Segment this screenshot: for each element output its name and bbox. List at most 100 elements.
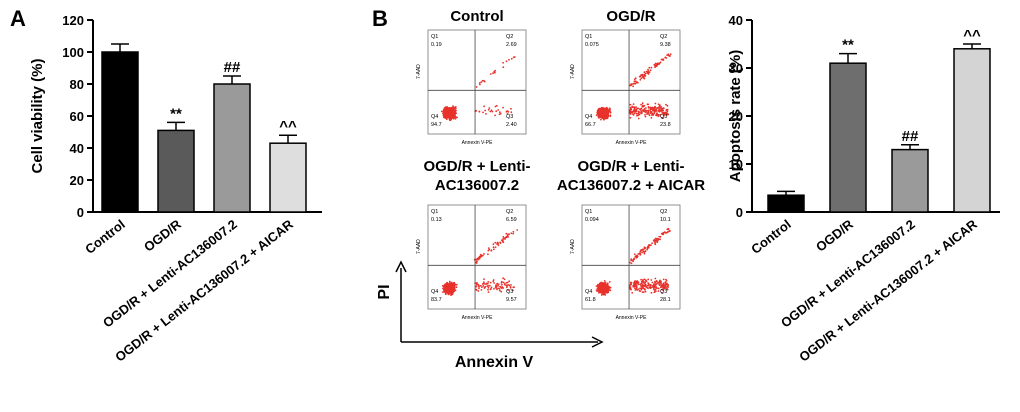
event-dot <box>448 111 451 114</box>
event-dot <box>640 77 643 79</box>
event-dot <box>629 116 632 119</box>
event-dot <box>604 110 607 113</box>
event-dot <box>477 283 480 286</box>
event-dot <box>484 285 487 288</box>
event-dot <box>454 106 457 108</box>
event-dot <box>651 281 654 284</box>
event-dot <box>630 283 633 286</box>
event-dot <box>478 257 481 260</box>
event-dot <box>654 281 656 284</box>
event-dot <box>452 285 455 288</box>
event-dot <box>666 54 668 56</box>
event-dot <box>638 75 641 78</box>
event-dot <box>486 285 489 287</box>
event-dot <box>649 69 652 72</box>
event-dot <box>630 108 633 111</box>
event-dot <box>503 278 506 281</box>
event-dot <box>475 285 478 288</box>
event-dot <box>662 109 665 112</box>
event-dot <box>600 111 602 113</box>
event-dot <box>475 288 477 291</box>
event-dot <box>479 284 482 287</box>
event-dot <box>636 114 638 117</box>
event-dot <box>444 291 447 294</box>
y-axis-label: Cell viability (%) <box>29 58 46 173</box>
event-dot <box>634 77 637 80</box>
quadrant-value: 0.075 <box>585 42 599 48</box>
event-dot <box>604 293 607 296</box>
event-dot <box>665 113 668 115</box>
event-dot <box>490 286 493 289</box>
event-dot <box>632 85 634 88</box>
event-dot <box>657 282 660 284</box>
event-dot <box>451 286 453 289</box>
event-dot <box>644 290 647 293</box>
event-dot <box>480 255 483 258</box>
event-dot <box>637 253 640 255</box>
flow-plot: OGD/R + Lenti- AC136007.2 + AICAR Q1 0.094 Q… <box>557 158 705 321</box>
event-dot <box>647 68 649 71</box>
event-dot <box>631 291 634 294</box>
event-dot <box>635 112 638 115</box>
event-dot <box>653 111 656 114</box>
event-dot <box>505 236 508 239</box>
event-dot <box>644 114 646 116</box>
event-dot <box>650 286 653 289</box>
event-dot <box>635 81 638 84</box>
event-dot <box>599 109 602 112</box>
quadrant-value: 0.19 <box>431 42 442 48</box>
flow-y-axis-label: 7-AAD <box>416 64 422 79</box>
event-dot <box>643 246 646 249</box>
event-dot <box>487 291 490 293</box>
event-dot <box>645 70 648 73</box>
event-dot <box>629 84 631 87</box>
event-dot <box>657 287 660 290</box>
event-dot <box>665 103 667 106</box>
flow-plot: Control Q1 0.19 Q2 2.69 Q3 2.40 Q4 94.7 Annexin V… <box>416 8 527 146</box>
event-dot <box>652 114 654 116</box>
event-dot <box>505 284 508 287</box>
quadrant-value: 2.40 <box>506 122 517 128</box>
event-dot <box>492 279 495 281</box>
event-dot <box>630 107 632 109</box>
y-tick-label: 80 <box>70 77 84 92</box>
event-dot <box>446 108 449 111</box>
event-dot <box>629 285 631 288</box>
event-dot <box>645 280 648 283</box>
event-dot <box>639 287 642 290</box>
event-dot <box>506 281 509 284</box>
quadrant-value: 9.38 <box>660 42 671 48</box>
event-dot <box>441 285 444 287</box>
event-dot <box>643 71 646 73</box>
event-dot <box>605 111 608 113</box>
quadrant-label: Q3 <box>660 114 667 120</box>
event-dot <box>500 290 503 293</box>
event-dot <box>604 114 606 117</box>
event-dot <box>641 73 644 76</box>
event-dot <box>651 242 653 245</box>
event-dot <box>640 112 643 115</box>
event-dot <box>667 283 669 286</box>
event-dot <box>455 112 457 115</box>
event-dot <box>483 253 485 255</box>
event-dot <box>662 59 664 61</box>
event-dot <box>667 113 669 116</box>
event-dot <box>502 66 505 69</box>
event-dot <box>605 108 607 110</box>
event-dot <box>632 114 635 116</box>
quadrant-value: 2.69 <box>506 42 517 48</box>
quadrant-label: Q3 <box>506 289 513 295</box>
quadrant-label: Q2 <box>506 209 513 215</box>
event-dot <box>597 113 600 115</box>
event-dot <box>660 281 662 283</box>
event-dot <box>502 236 505 238</box>
y-tick-label: 40 <box>70 141 84 156</box>
event-dot <box>476 281 478 284</box>
y-tick-label: 40 <box>729 13 743 28</box>
event-dot <box>609 107 611 110</box>
quadrant-label: Q2 <box>660 34 667 40</box>
quadrant-label: Q3 <box>660 289 667 295</box>
event-dot <box>609 108 611 111</box>
event-dot <box>501 240 504 243</box>
event-dot <box>659 109 661 111</box>
